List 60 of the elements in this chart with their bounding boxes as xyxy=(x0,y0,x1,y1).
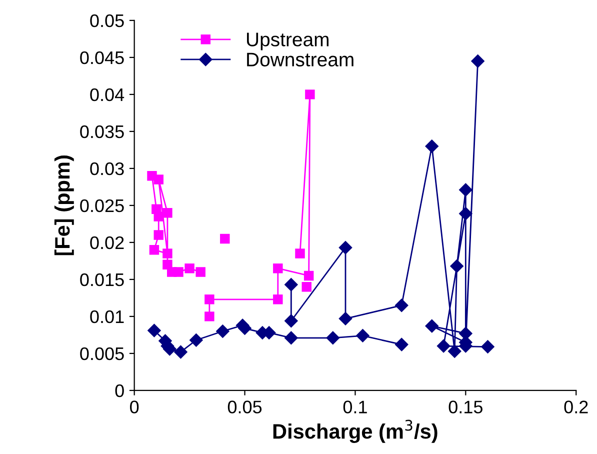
legend-label: Downstream xyxy=(247,52,354,66)
y-tick-label: 0.015 xyxy=(80,273,124,286)
point xyxy=(162,208,172,218)
point xyxy=(196,267,206,277)
x-tick-label: 0.05 xyxy=(228,400,262,414)
point xyxy=(162,248,172,258)
point xyxy=(148,324,161,338)
point xyxy=(154,212,164,222)
point xyxy=(326,331,340,344)
point xyxy=(471,54,484,68)
point xyxy=(302,282,312,292)
point xyxy=(220,234,230,244)
point xyxy=(284,278,298,292)
x-axis-title: Discharge (m$^{3}$/s) xyxy=(273,420,438,443)
y-tick-label: 0.025 xyxy=(80,199,124,212)
y-axis-title: [Fe] (ppm) xyxy=(54,156,74,256)
point xyxy=(216,324,230,338)
point xyxy=(154,174,164,184)
point xyxy=(154,230,164,240)
y-tick-label: 0.045 xyxy=(80,51,124,64)
point xyxy=(425,319,438,333)
point xyxy=(174,267,184,277)
x-tick-label: 0 xyxy=(130,400,139,414)
y-tick-label: 0.01 xyxy=(90,310,124,324)
point xyxy=(184,263,194,274)
point xyxy=(204,294,214,304)
y-tick-label: 0.02 xyxy=(90,236,124,250)
point xyxy=(190,334,203,347)
y-tick-label: 0.05 xyxy=(90,14,124,28)
point xyxy=(448,344,462,358)
point xyxy=(273,294,283,304)
x-tick-label: 0.15 xyxy=(448,400,482,414)
point xyxy=(174,345,188,359)
point xyxy=(395,338,408,352)
point xyxy=(295,248,305,258)
legend-label: Upstream xyxy=(247,32,328,50)
point xyxy=(305,90,315,100)
y-tick-label: 0.035 xyxy=(80,125,124,138)
point xyxy=(273,263,283,274)
y-tick-label: 0.04 xyxy=(90,88,124,102)
point xyxy=(425,140,438,153)
point xyxy=(338,241,352,254)
point xyxy=(284,314,298,328)
point xyxy=(395,298,408,312)
point xyxy=(284,331,298,344)
point xyxy=(356,329,370,342)
y-tick-label: 0 xyxy=(115,384,124,398)
point xyxy=(459,206,472,220)
point xyxy=(338,312,352,326)
point xyxy=(149,244,160,255)
point xyxy=(450,260,464,273)
x-tick-label: 0.1 xyxy=(343,400,367,414)
point xyxy=(481,340,494,354)
x-tick-label: 0.2 xyxy=(564,400,588,414)
point xyxy=(459,183,472,196)
y-tick-label: 0.03 xyxy=(90,162,124,176)
point xyxy=(204,312,214,322)
point xyxy=(304,270,314,281)
point xyxy=(436,339,450,353)
y-tick-label: 0.005 xyxy=(80,347,124,360)
